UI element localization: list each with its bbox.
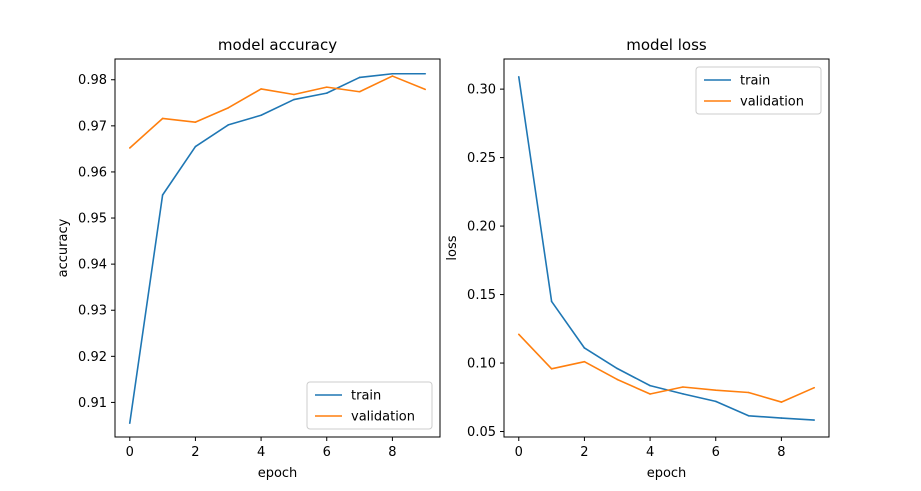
loss-legend-box (695, 66, 822, 115)
accuracy-train-point (161, 194, 164, 196)
loss-y-tick-label: 0.15 (467, 288, 496, 303)
loss-chart-title: model loss (626, 36, 707, 54)
accuracy-y-tick-label: 0.92 (78, 350, 107, 365)
accuracy-chart-title: model accuracy (218, 36, 337, 54)
accuracy-ticks: 0 2 4 6 8 0.91 0.92 0.93 0.94 0.95 0.96 0.97 0.98 (78, 73, 396, 460)
accuracy-train-point (260, 114, 262, 117)
loss-plot-area (503, 58, 830, 438)
accuracy-train-point (391, 72, 394, 75)
accuracy-y-axis-label: accuracy (56, 218, 71, 277)
loss-validation-point (714, 389, 717, 391)
accuracy-y-tick-label: 0.91 (78, 396, 107, 411)
accuracy-validation-point (161, 117, 164, 120)
accuracy-train-point (325, 92, 328, 94)
loss-legend: train validation (695, 66, 822, 115)
loss-validation-point (616, 378, 619, 381)
loss-validation-point (780, 401, 783, 403)
loss-x-tick-label: 8 (777, 445, 785, 460)
accuracy-validation-point (325, 86, 328, 88)
accuracy-x-tick-label: 6 (323, 445, 331, 460)
accuracy-validation-point (227, 107, 230, 109)
accuracy-y-tick-label: 0.98 (78, 73, 107, 88)
accuracy-train-point (128, 422, 131, 424)
loss-train-point (813, 419, 816, 421)
loss-train-point (714, 400, 717, 403)
loss-validation-point (747, 391, 750, 394)
accuracy-x-tick-label: 4 (257, 445, 265, 460)
accuracy-y-tick-label: 0.95 (78, 212, 107, 227)
accuracy-validation-point (194, 121, 197, 123)
accuracy-validation-point (391, 75, 394, 77)
loss-validation-point (550, 367, 553, 370)
accuracy-legend-label-validation: validation (351, 410, 415, 425)
accuracy-validation-point (293, 93, 295, 96)
accuracy-validation-point (424, 88, 427, 91)
accuracy-y-tick-label: 0.97 (78, 119, 107, 134)
accuracy-x-tick-label: 2 (191, 445, 199, 460)
accuracy-y-tick-label: 0.93 (78, 304, 107, 319)
loss-y-tick-label: 0.30 (467, 83, 496, 98)
accuracy-train-point (293, 98, 295, 101)
loss-validation-series-line (518, 333, 815, 403)
loss-train-point (517, 76, 520, 78)
loss-validation-point (813, 386, 816, 389)
loss-y-tick-label: 0.25 (467, 151, 496, 166)
accuracy-train-series-line (128, 72, 426, 424)
accuracy-train-point (424, 72, 427, 75)
loss-y-tick-label: 0.05 (467, 425, 496, 440)
loss-x-axis-label: epoch (647, 466, 687, 481)
loss-ticks: 0 2 4 6 8 0.05 0.10 0.15 0.20 0.25 0.30 (467, 83, 785, 460)
accuracy-y-tick-label: 0.96 (78, 165, 107, 180)
loss-y-tick-label: 0.20 (467, 220, 496, 235)
loss-x-tick-label: 6 (712, 445, 720, 460)
loss-validation-point (682, 386, 684, 388)
loss-y-tick-label: 0.10 (467, 357, 496, 372)
loss-y-axis-label: loss (445, 235, 460, 260)
loss-train-point (682, 393, 684, 395)
accuracy-validation-series-line (129, 75, 426, 149)
accuracy-train-point (227, 124, 230, 126)
loss-x-tick-label: 0 (515, 445, 523, 460)
loss-legend-label-validation: validation (740, 95, 804, 110)
accuracy-validation-point (128, 147, 131, 149)
loss-train-point (583, 347, 586, 349)
accuracy-train-point (194, 145, 197, 148)
accuracy-x-tick-label: 8 (388, 445, 396, 460)
loss-train-point (616, 367, 619, 370)
loss-chart: model loss epoch loss 0 2 4 6 80.050.100.150… (445, 36, 830, 481)
accuracy-legend-box (306, 381, 433, 430)
loss-train-point (649, 384, 651, 387)
loss-x-tick-label: 4 (646, 445, 654, 460)
accuracy-plot-area (114, 58, 441, 438)
accuracy-x-axis-label: epoch (258, 466, 298, 481)
loss-validation-point (649, 393, 651, 395)
accuracy-y-tick-label: 0.94 (78, 258, 107, 273)
loss-lines (517, 76, 816, 421)
loss-train-point (780, 417, 783, 419)
accuracy-validation-point (358, 90, 361, 93)
loss-x-tick-label: 2 (580, 445, 588, 460)
loss-train-point (747, 414, 750, 417)
accuracy-legend: train validation (306, 381, 433, 430)
loss-validation-point (517, 333, 520, 336)
accuracy-lines (128, 72, 427, 424)
loss-train-point (550, 300, 553, 303)
accuracy-legend-label-train: train (351, 389, 381, 404)
accuracy-x-tick-label: 0 (126, 445, 134, 460)
accuracy-chart: model accuracy epoch accuracy 0 2 4 6 80.910… (56, 36, 441, 481)
loss-legend-label-train: train (740, 74, 770, 89)
accuracy-train-point (358, 76, 361, 79)
accuracy-validation-point (260, 88, 262, 90)
loss-validation-point (583, 360, 586, 363)
